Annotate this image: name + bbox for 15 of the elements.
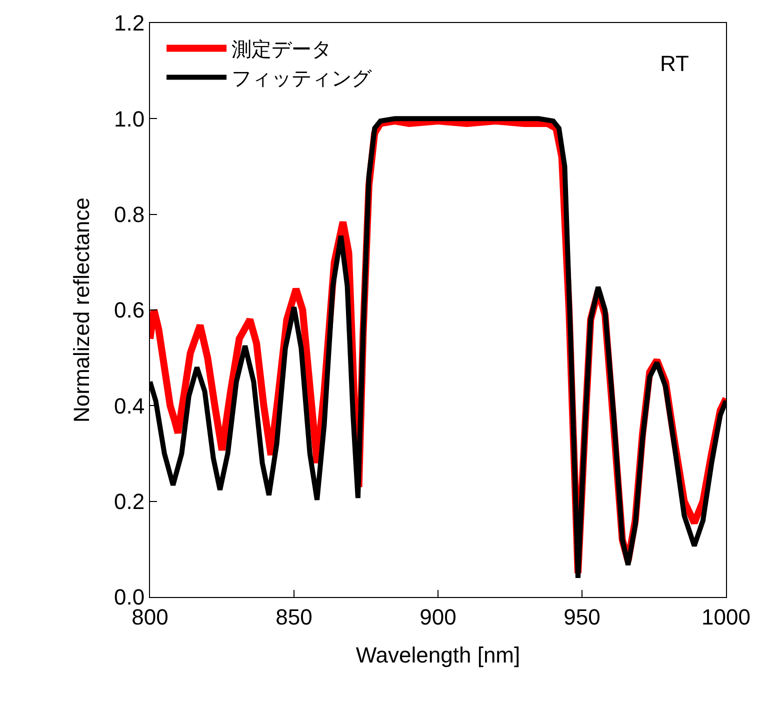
x-tick-label: 850 — [276, 604, 312, 630]
y-tick-label: 1.0 — [114, 106, 145, 132]
legend-label: フィッティング — [232, 66, 373, 90]
y-tick-label: 0.8 — [114, 202, 145, 228]
y-tick-label: 1.2 — [114, 10, 145, 36]
legend-label: 測定データ — [232, 37, 332, 62]
y-tick-label: 0.6 — [114, 298, 145, 323]
x-tick-label: 950 — [564, 604, 600, 630]
y-tick-label: 0.2 — [114, 489, 145, 514]
y-axis-title: Normalized reflectance — [68, 198, 94, 422]
y-tick-label: 0.4 — [114, 393, 145, 418]
x-tick-label: 1000 — [702, 604, 750, 630]
x-tick-label: 900 — [420, 604, 456, 630]
annotation: RT — [660, 51, 689, 76]
x-axis-title: Wavelength [nm] — [356, 642, 520, 668]
